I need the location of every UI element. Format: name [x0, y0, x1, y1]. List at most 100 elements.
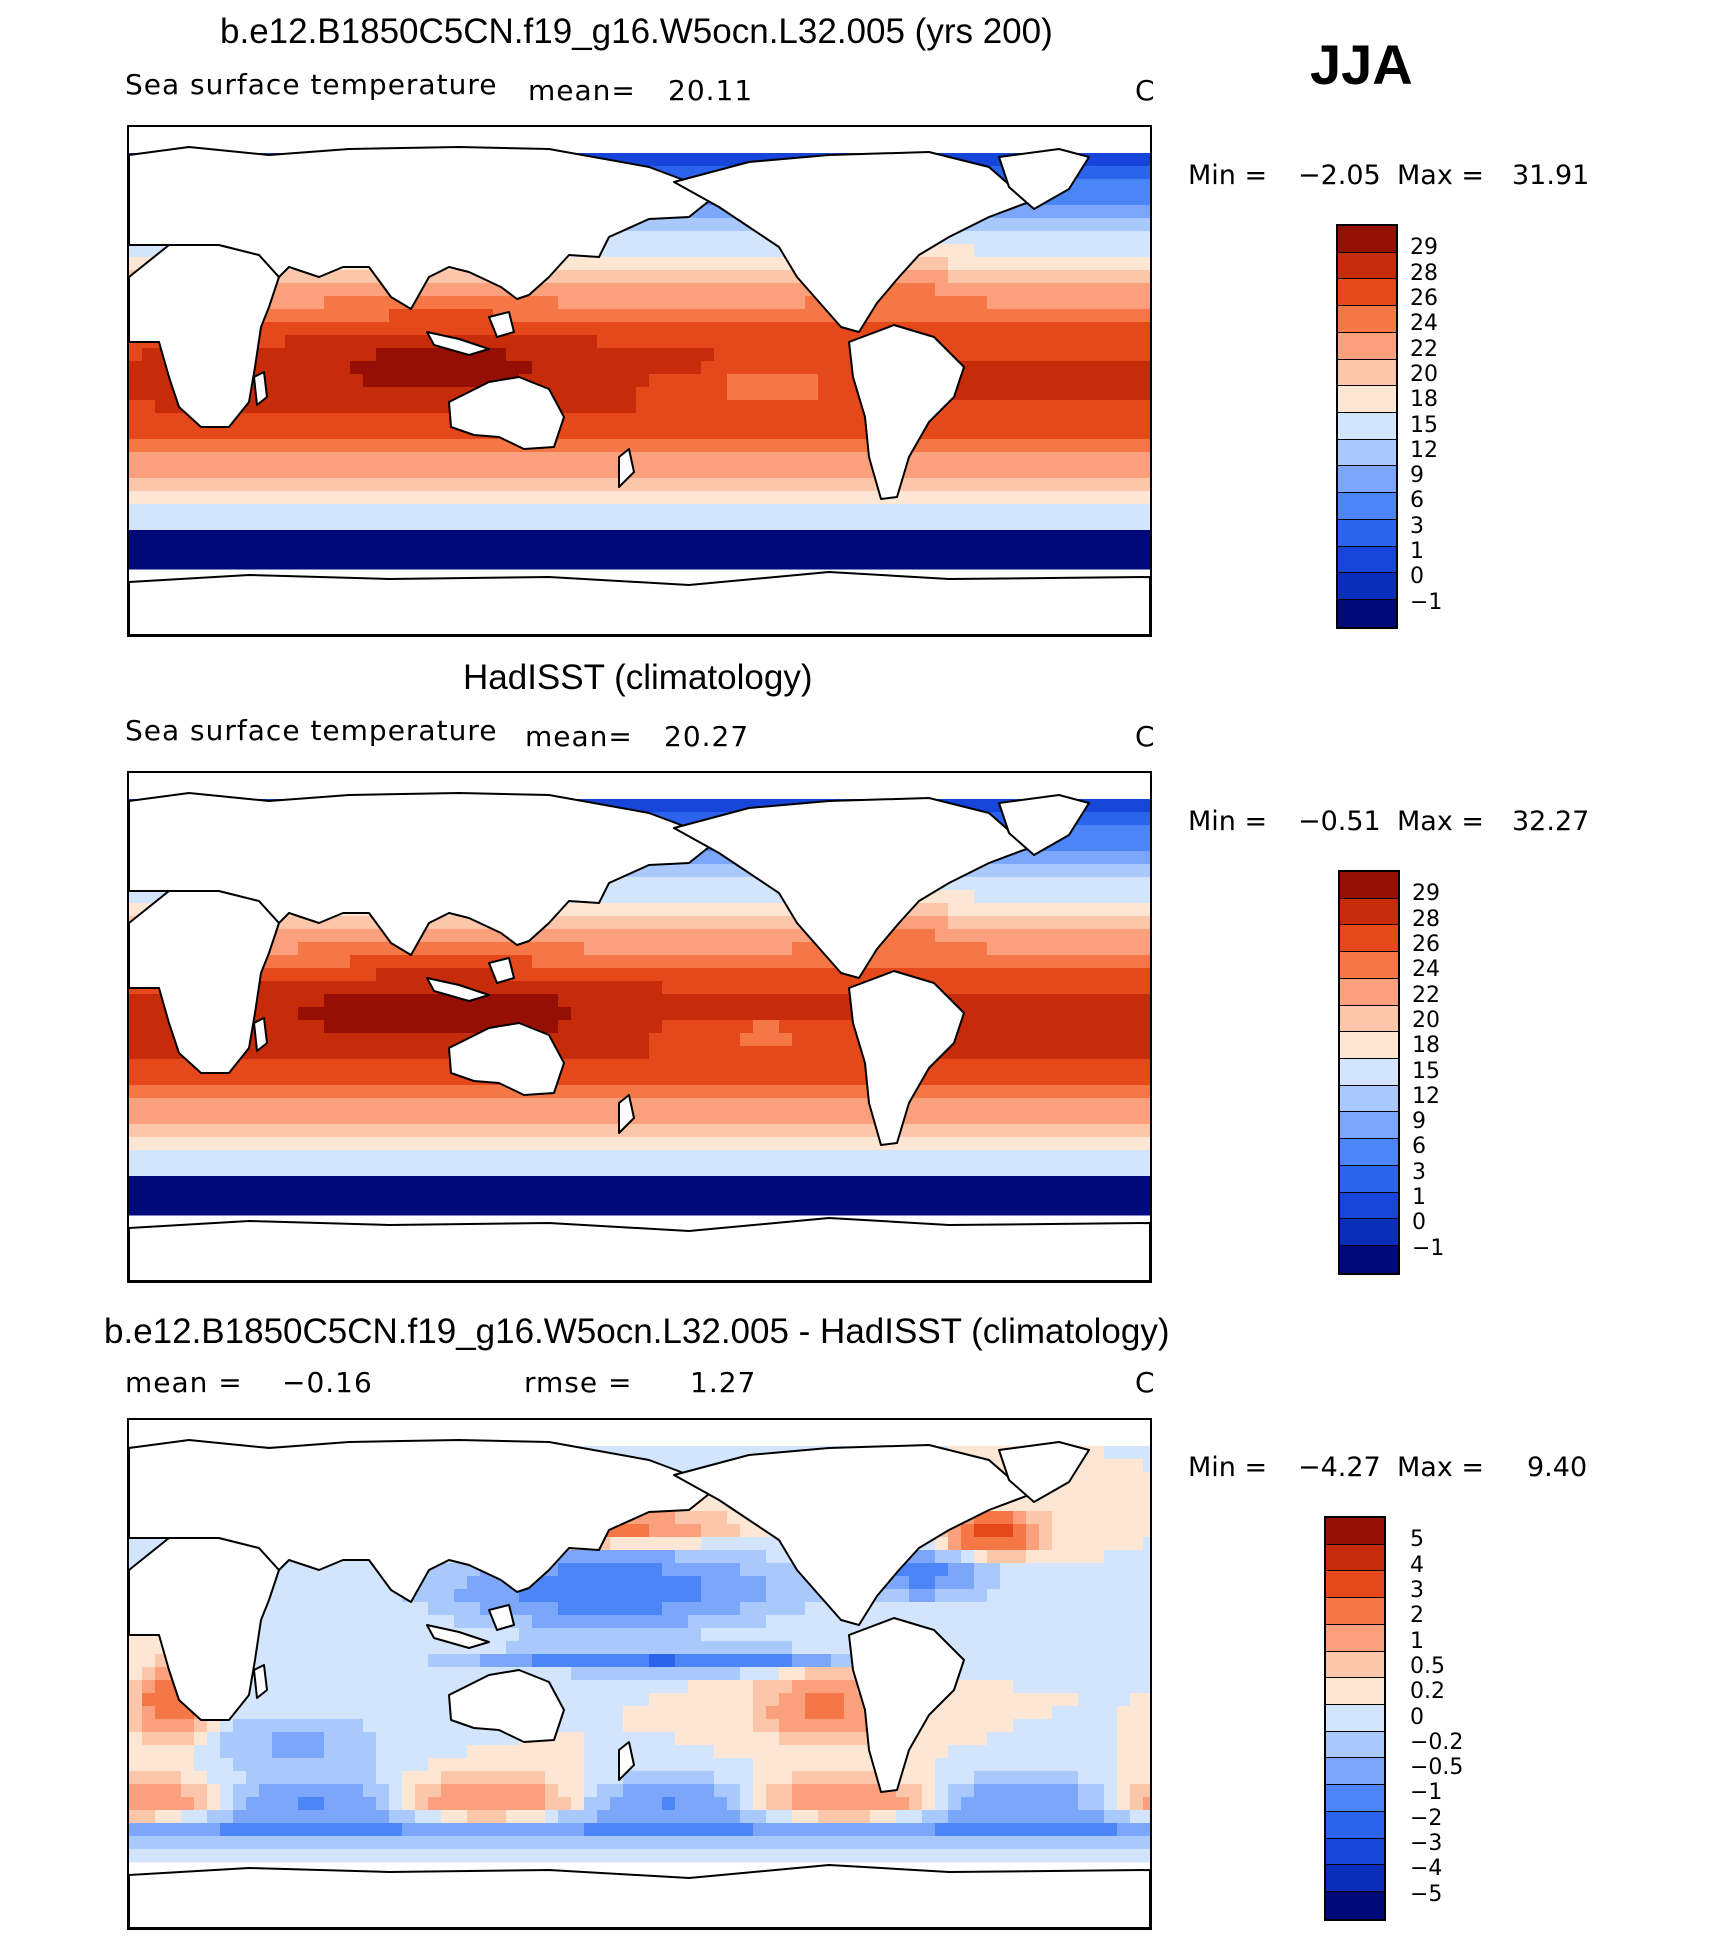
panel3-units: C: [1135, 1366, 1156, 1399]
colorbar-tick-label: 5: [1410, 1527, 1424, 1553]
continent-outlines: [129, 792, 1150, 1281]
panel3-min-label: Min =: [1188, 1452, 1268, 1483]
colorbar-swatch: [1340, 1112, 1398, 1140]
colorbar-swatch: [1340, 978, 1398, 1006]
panel2-variable: Sea surface temperature: [125, 714, 498, 747]
colorbar-tick-label: −3: [1410, 1831, 1443, 1857]
colorbar-tick-label: 1: [1412, 1185, 1426, 1211]
colorbar-tick-label: 3: [1410, 513, 1424, 539]
colorbar-swatch: [1326, 1838, 1384, 1866]
colorbar-tick-label: 26: [1412, 931, 1440, 957]
panel1-sst-field: [129, 146, 1150, 635]
colorbar-swatch: [1340, 1192, 1398, 1220]
colorbar-swatch: [1326, 1571, 1384, 1599]
colorbar-swatch: [1326, 1518, 1384, 1545]
colorbar-swatch: [1338, 573, 1396, 601]
colorbar-tick-label: −0.2: [1410, 1729, 1464, 1755]
panel3-diff-field: [129, 1439, 1150, 1928]
colorbar-tick-label: 3: [1410, 1577, 1424, 1603]
colorbar-swatch: [1326, 1598, 1384, 1625]
colorbar-tick-label: 1: [1410, 539, 1424, 565]
colorbar-tick-label: 4: [1410, 1552, 1424, 1578]
colorbar-swatch: [1340, 1219, 1398, 1247]
colorbar-tick-label: −5: [1410, 1881, 1443, 1907]
panel3-title: b.e12.B1850C5CN.f19_g16.W5ocn.L32.005 - …: [104, 1312, 1170, 1351]
colorbar-swatch: [1338, 519, 1396, 547]
colorbar-swatch: [1340, 1059, 1398, 1086]
colorbar-swatch: [1340, 1005, 1398, 1033]
colorbar-swatch: [1338, 493, 1396, 520]
colorbar-swatch: [1338, 439, 1396, 467]
panel1-mean-value: 20.11: [668, 74, 754, 107]
colorbar-swatch: [1326, 1865, 1384, 1893]
colorbar-tick-label: 6: [1412, 1134, 1426, 1160]
colorbar-swatch: [1338, 386, 1396, 414]
colorbar-swatch: [1326, 1624, 1384, 1652]
panel1-variable: Sea surface temperature: [125, 68, 498, 101]
panel3-mean-value: −0.16: [282, 1366, 373, 1399]
colorbar-tick-label: 15: [1410, 412, 1438, 438]
colorbar-tick-label: 29: [1412, 881, 1440, 907]
panel2-max-value: 32.27: [1512, 806, 1590, 837]
colorbar-swatch: [1340, 1165, 1398, 1193]
colorbar-tick-label: 15: [1412, 1058, 1440, 1084]
colorbar-swatch: [1340, 1085, 1398, 1113]
colorbar-swatch: [1340, 952, 1398, 979]
colorbar-tick-label: −4: [1410, 1856, 1443, 1882]
colorbar-swatch: [1340, 898, 1398, 926]
colorbar-tick-label: 9: [1410, 463, 1424, 489]
panel1-min-value: −2.05: [1298, 160, 1381, 191]
colorbar-tick-label: −0.5: [1410, 1755, 1464, 1781]
colorbar-tick-label: 29: [1410, 235, 1438, 261]
colorbar-tick-label: 18: [1412, 1033, 1440, 1059]
colorbar-tick-label: 1: [1410, 1628, 1424, 1654]
colorbar-tick-label: 12: [1412, 1083, 1440, 1109]
colorbar-tick-label: 0: [1410, 564, 1424, 590]
colorbar-tick-label: 24: [1410, 311, 1438, 337]
colorbar-swatch: [1338, 332, 1396, 360]
colorbar-swatch: [1326, 1811, 1384, 1839]
colorbar-tick-label: 12: [1410, 437, 1438, 463]
colorbar-swatch: [1340, 925, 1398, 953]
colorbar-swatch: [1340, 1032, 1398, 1060]
colorbar-tick-label: 9: [1412, 1109, 1426, 1135]
panel1-map: [127, 125, 1152, 637]
colorbar-tick-label: 26: [1410, 285, 1438, 311]
panel3-max-value: 9.40: [1527, 1452, 1588, 1483]
colorbar-swatch: [1340, 1139, 1398, 1166]
colorbar-tick-label: −1: [1412, 1235, 1445, 1261]
panel1-colorbar: [1336, 224, 1398, 629]
panel3-mean-label: mean =: [125, 1366, 243, 1399]
colorbar-swatch: [1338, 413, 1396, 440]
colorbar-swatch: [1340, 872, 1398, 899]
panel2-map: [127, 771, 1152, 1283]
panel1-mean-label: mean=: [528, 74, 636, 107]
colorbar-tick-label: 0.5: [1410, 1653, 1445, 1679]
colorbar-tick-label: 18: [1410, 387, 1438, 413]
panel3-rmse-value: 1.27: [690, 1366, 757, 1399]
panel3-colorbar: [1324, 1516, 1386, 1921]
colorbar-swatch: [1326, 1705, 1384, 1732]
colorbar-tick-label: 6: [1410, 488, 1424, 514]
colorbar-swatch: [1326, 1651, 1384, 1679]
colorbar-swatch: [1338, 466, 1396, 494]
colorbar-swatch: [1338, 600, 1396, 627]
panel1-max-label: Max =: [1397, 160, 1485, 191]
panel2-min-label: Min =: [1188, 806, 1268, 837]
season-label: JJA: [1310, 33, 1413, 96]
colorbar-swatch: [1338, 306, 1396, 333]
colorbar-tick-label: 2: [1410, 1603, 1424, 1629]
colorbar-swatch: [1326, 1678, 1384, 1706]
colorbar-swatch: [1326, 1892, 1384, 1919]
colorbar-tick-label: 3: [1412, 1159, 1426, 1185]
continent-outlines: [129, 1439, 1150, 1928]
colorbar-swatch: [1326, 1544, 1384, 1572]
colorbar-swatch: [1338, 226, 1396, 253]
colorbar-swatch: [1326, 1785, 1384, 1812]
colorbar-tick-label: 0.2: [1410, 1679, 1445, 1705]
panel2-min-value: −0.51: [1298, 806, 1381, 837]
panel3-map: [127, 1418, 1152, 1930]
colorbar-swatch: [1326, 1758, 1384, 1786]
colorbar-tick-label: 22: [1412, 982, 1440, 1008]
colorbar-tick-label: 20: [1412, 1007, 1440, 1033]
